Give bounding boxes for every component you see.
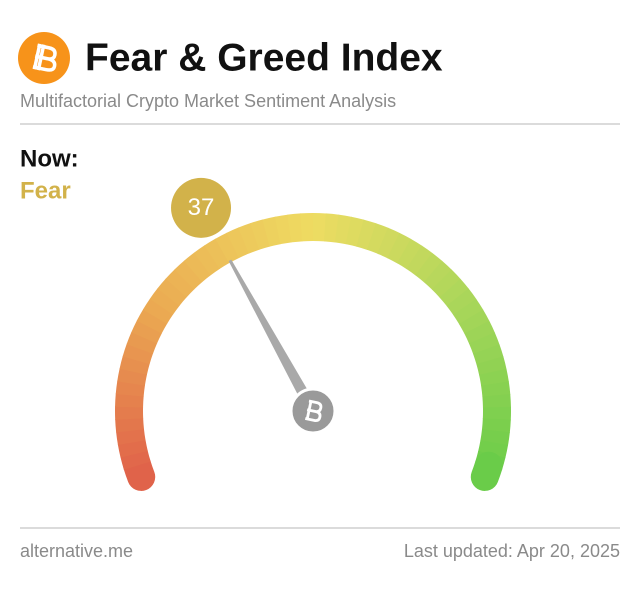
gauge-arc-segment <box>250 219 271 250</box>
gauge-arc-segment <box>136 309 168 334</box>
hub-glyph <box>304 399 323 423</box>
classification: Fear <box>20 177 71 204</box>
gauge-arc-segment <box>122 343 154 365</box>
gauge-arc-segment <box>287 213 303 243</box>
gauge-arc-segment <box>119 355 150 375</box>
gauge-arc-segment <box>366 223 389 254</box>
gauge-arc-segment <box>479 368 509 387</box>
gauge-arc-segment <box>117 368 148 386</box>
now-label: Now: <box>20 145 79 172</box>
gauge-arc-segment <box>174 260 203 290</box>
subtitle: Multifactorial Crypto Market Sentiment A… <box>20 91 396 111</box>
gauge-arc-segment <box>204 238 230 269</box>
gauge-arc-segment <box>120 450 151 470</box>
gauge-arc-segment <box>453 298 484 325</box>
last-updated: Last updated: Apr 20, 2025 <box>404 541 620 561</box>
gauge-arc-segment <box>123 451 156 491</box>
gauge-arc-segment <box>439 278 469 307</box>
title: Fear & Greed Index <box>85 36 443 79</box>
source: alternative.me <box>20 541 133 561</box>
gauge-arc-segment <box>142 298 174 325</box>
gauge-arc-segment <box>215 232 240 264</box>
gauge-arc-segment <box>482 394 511 409</box>
gauge-arc-segment <box>262 216 281 247</box>
gauge-arc-segment <box>226 227 250 259</box>
gauge-arc-segment <box>458 309 490 335</box>
gauge-arc-segment <box>115 380 146 397</box>
gauge-arc-segment <box>446 288 477 316</box>
needle <box>228 259 319 414</box>
gauge-arc-segment <box>116 428 146 446</box>
gauge: 37 <box>115 177 511 491</box>
gauge-arc-segment <box>431 269 461 298</box>
gauge-arc-segment <box>126 331 158 354</box>
gauge-arc-segment <box>476 356 507 376</box>
gauge-arc-segment <box>406 245 433 276</box>
gauge-arc-segment <box>480 429 510 446</box>
bitcoin-logo <box>18 32 70 84</box>
gauge-arc-segment <box>157 278 187 306</box>
gauge-arc-segment <box>377 227 401 259</box>
gauge-arc-segment <box>481 418 511 434</box>
gauge-arc-segment <box>165 269 195 298</box>
logo-glyph <box>32 43 57 72</box>
gauge-arc-segment <box>356 219 377 250</box>
gauge-arc-segment <box>415 252 443 283</box>
gauge-arc-segment <box>117 439 148 458</box>
gauge-arc-segment <box>345 216 365 247</box>
gauge-arc-segment <box>238 223 260 254</box>
gauge-arc-segment <box>274 214 292 245</box>
gauge-arc-segment <box>481 381 511 398</box>
gauge-arc-segment <box>323 213 340 243</box>
gauge-arc-segment <box>468 332 500 355</box>
gauge-arc-segment <box>423 260 452 290</box>
gauge-arc-segment <box>334 214 352 245</box>
gauge-arc-segment <box>193 245 221 276</box>
gauge-arc-segment <box>473 344 504 365</box>
gauge-arc-segment <box>470 451 503 491</box>
gauge-arc-segment <box>387 232 412 264</box>
gauge-arc-segment <box>115 417 145 433</box>
gauge-arc-segment <box>115 393 144 408</box>
gauge-arc-segment <box>396 238 423 270</box>
gauge-arc-segment <box>149 288 180 315</box>
value-label: 37 <box>188 194 215 221</box>
gauge-arc-segment <box>464 320 495 345</box>
gauge-arc-segment <box>183 252 212 283</box>
value-bubble <box>171 177 232 238</box>
gauge-arc-segment <box>131 320 162 344</box>
